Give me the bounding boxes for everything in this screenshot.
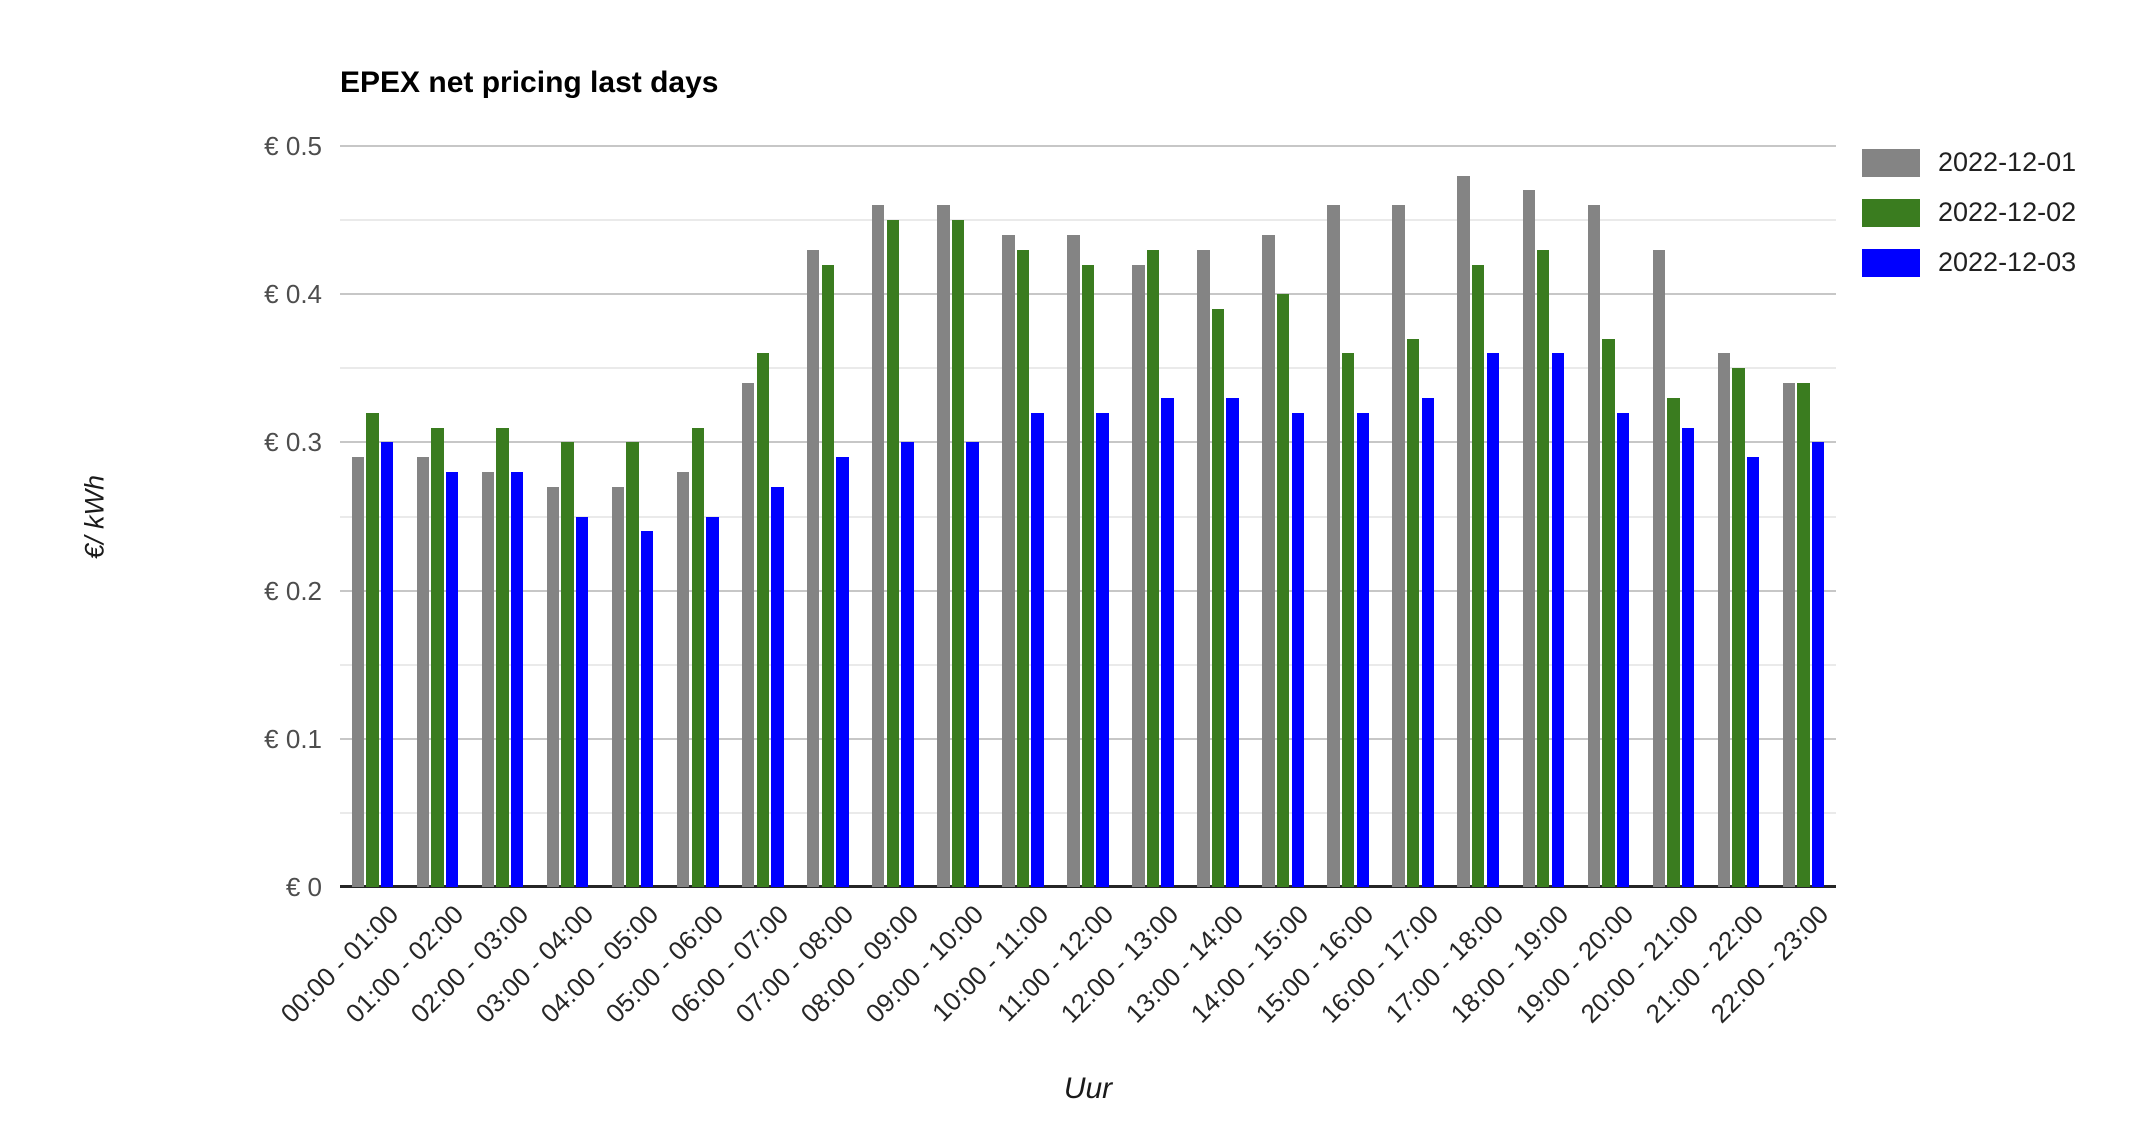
- bar-2022-12-01-16:00 - 17:00[interactable]: [1392, 205, 1405, 887]
- bar-2022-12-01-00:00 - 01:00[interactable]: [351, 457, 365, 887]
- bar-2022-12-01-12:00 - 13:00[interactable]: [1132, 264, 1145, 887]
- plot-area: € 0 € 0.1 € 0.2 € 0.3 € 0.4 € 0.5 00:00 - 01:0…: [264, 131, 1836, 1029]
- bar-2022-12-01-05:00 - 06:00[interactable]: [676, 472, 690, 887]
- bar-2022-12-03-17:00 - 18:00[interactable]: [1486, 353, 1500, 887]
- bar-2022-12-03-13:00 - 14:00[interactable]: [1226, 397, 1239, 887]
- bar-2022-12-03-02:00 - 03:00[interactable]: [511, 472, 524, 887]
- bar-2022-12-02-12:00 - 13:00[interactable]: [1146, 249, 1160, 887]
- bar-2022-12-02-00:00 - 01:00[interactable]: [366, 412, 379, 887]
- bar-2022-12-02-19:00 - 20:00[interactable]: [1602, 338, 1615, 887]
- bar-2022-12-03-08:00 - 09:00[interactable]: [901, 442, 914, 887]
- legend-label: 2022-12-01: [1938, 147, 2077, 177]
- bar-2022-12-01-02:00 - 03:00[interactable]: [481, 472, 495, 887]
- bar-2022-12-01-11:00 - 12:00[interactable]: [1067, 234, 1080, 887]
- bar-2022-12-01-04:00 - 05:00[interactable]: [611, 486, 625, 887]
- y-tick-label: € 0.5: [264, 131, 322, 161]
- bar-2022-12-03-05:00 - 06:00[interactable]: [706, 516, 719, 887]
- y-tick-label: € 0.3: [264, 427, 322, 458]
- bar-2022-12-03-01:00 - 02:00[interactable]: [445, 472, 459, 887]
- y-tick-label: € 0.2: [264, 575, 322, 606]
- bar-2022-12-03-14:00 - 15:00[interactable]: [1291, 412, 1304, 887]
- bar-2022-12-03-21:00 - 22:00[interactable]: [1746, 457, 1760, 887]
- gridline-minor: [340, 219, 1836, 222]
- bar-2022-12-02-10:00 - 11:00[interactable]: [1016, 249, 1030, 887]
- bar-2022-12-01-21:00 - 22:00[interactable]: [1717, 353, 1731, 887]
- bar-2022-12-01-13:00 - 14:00[interactable]: [1197, 249, 1210, 887]
- legend-swatch: [1862, 148, 1920, 177]
- bar-2022-12-01-08:00 - 09:00[interactable]: [872, 205, 885, 887]
- bar-2022-12-03-06:00 - 07:00[interactable]: [771, 486, 784, 887]
- bar-2022-12-03-04:00 - 05:00[interactable]: [641, 531, 654, 887]
- legend-swatch: [1862, 198, 1920, 227]
- bar-2022-12-03-10:00 - 11:00[interactable]: [1031, 412, 1044, 887]
- bar-2022-12-02-16:00 - 17:00[interactable]: [1407, 338, 1420, 887]
- bar-2022-12-02-06:00 - 07:00[interactable]: [756, 353, 769, 887]
- gridline-major: [340, 145, 1836, 147]
- bar-2022-12-03-00:00 - 01:00[interactable]: [380, 442, 394, 887]
- bar-2022-12-01-06:00 - 07:00[interactable]: [741, 383, 755, 887]
- bar-2022-12-03-09:00 - 10:00[interactable]: [966, 442, 979, 887]
- bar-2022-12-02-18:00 - 19:00[interactable]: [1537, 249, 1550, 887]
- y-tick-label: € 0: [285, 872, 322, 902]
- bar-2022-12-01-01:00 - 02:00[interactable]: [416, 457, 430, 887]
- y-axis-title: €/ kWh: [79, 474, 110, 560]
- bar-2022-12-02-15:00 - 16:00[interactable]: [1341, 353, 1355, 887]
- bar-2022-12-02-09:00 - 10:00[interactable]: [951, 220, 965, 887]
- bar-2022-12-01-09:00 - 10:00[interactable]: [937, 205, 950, 887]
- legend: 2022-12-01 2022-12-02 2022-12-03: [1862, 147, 2076, 297]
- y-tick-label: € 0.4: [264, 279, 322, 310]
- bar-2022-12-01-14:00 - 15:00[interactable]: [1262, 234, 1275, 887]
- bar-2022-12-03-16:00 - 17:00[interactable]: [1421, 397, 1434, 887]
- bar-2022-12-01-15:00 - 16:00[interactable]: [1327, 205, 1340, 887]
- bar-2022-12-02-13:00 - 14:00[interactable]: [1211, 309, 1225, 887]
- bar-2022-12-02-01:00 - 02:00[interactable]: [431, 427, 444, 887]
- bar-2022-12-02-11:00 - 12:00[interactable]: [1081, 264, 1095, 887]
- legend-item-2022-12-01[interactable]: 2022-12-01: [1862, 147, 2076, 178]
- x-axis-title: Uur: [1063, 1072, 1113, 1105]
- bar-2022-12-03-20:00 - 21:00[interactable]: [1681, 427, 1695, 887]
- legend-label: 2022-12-03: [1938, 247, 2077, 277]
- bar-2022-12-03-22:00 - 23:00[interactable]: [1811, 442, 1825, 887]
- bar-2022-12-02-02:00 - 03:00[interactable]: [496, 427, 509, 887]
- bar-2022-12-03-15:00 - 16:00[interactable]: [1356, 412, 1369, 887]
- bar-2022-12-01-10:00 - 11:00[interactable]: [1002, 234, 1015, 887]
- bar-2022-12-01-20:00 - 21:00[interactable]: [1652, 249, 1665, 887]
- bar-2022-12-03-19:00 - 20:00[interactable]: [1616, 412, 1630, 887]
- bar-2022-12-01-19:00 - 20:00[interactable]: [1587, 205, 1600, 887]
- bar-2022-12-02-07:00 - 08:00[interactable]: [821, 264, 835, 887]
- chart-title: EPEX net pricing last days: [340, 66, 719, 99]
- bar-2022-12-03-12:00 - 13:00[interactable]: [1161, 397, 1174, 887]
- legend-label: 2022-12-02: [1938, 197, 2077, 227]
- y-tick-label: € 0.1: [264, 723, 322, 754]
- bar-2022-12-01-18:00 - 19:00[interactable]: [1522, 190, 1535, 887]
- bar-2022-12-02-20:00 - 21:00[interactable]: [1667, 397, 1680, 887]
- bar-2022-12-02-22:00 - 23:00[interactable]: [1797, 383, 1810, 887]
- legend-item-2022-12-02[interactable]: 2022-12-02: [1862, 197, 2076, 228]
- bar-2022-12-03-18:00 - 19:00[interactable]: [1551, 353, 1565, 887]
- bar-2022-12-02-03:00 - 04:00[interactable]: [561, 442, 574, 887]
- bar-2022-12-03-03:00 - 04:00[interactable]: [576, 516, 589, 887]
- legend-item-2022-12-03[interactable]: 2022-12-03: [1862, 247, 2076, 278]
- bar-2022-12-02-21:00 - 22:00[interactable]: [1732, 368, 1745, 887]
- legend-swatch: [1862, 248, 1920, 277]
- bar-2022-12-01-07:00 - 08:00[interactable]: [807, 249, 820, 887]
- bar-2022-12-02-05:00 - 06:00[interactable]: [691, 427, 704, 887]
- bar-2022-12-02-14:00 - 15:00[interactable]: [1276, 294, 1290, 887]
- bar-2022-12-02-17:00 - 18:00[interactable]: [1472, 264, 1485, 887]
- bar-2022-12-02-08:00 - 09:00[interactable]: [886, 220, 900, 887]
- bar-2022-12-02-04:00 - 05:00[interactable]: [626, 442, 639, 887]
- bar-2022-12-01-17:00 - 18:00[interactable]: [1457, 175, 1470, 887]
- bar-2022-12-01-03:00 - 04:00[interactable]: [546, 486, 560, 887]
- bar-2022-12-01-22:00 - 23:00[interactable]: [1782, 383, 1796, 887]
- bar-2022-12-03-11:00 - 12:00[interactable]: [1096, 412, 1109, 887]
- bar-2022-12-03-07:00 - 08:00[interactable]: [836, 457, 849, 887]
